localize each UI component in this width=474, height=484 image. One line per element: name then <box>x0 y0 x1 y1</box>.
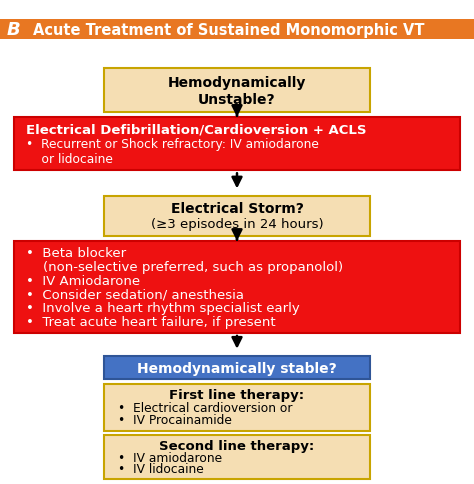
FancyBboxPatch shape <box>104 384 370 431</box>
Text: •  Recurrent or Shock refractory: IV amiodarone: • Recurrent or Shock refractory: IV amio… <box>26 138 319 151</box>
Text: Electrical Defibrillation/Cardioversion + ACLS: Electrical Defibrillation/Cardioversion … <box>26 123 366 136</box>
Text: •  Consider sedation/ anesthesia: • Consider sedation/ anesthesia <box>26 288 244 301</box>
Text: •  Involve a heart rhythm specialist early: • Involve a heart rhythm specialist earl… <box>26 302 300 315</box>
Text: Electrical Storm?: Electrical Storm? <box>171 202 303 216</box>
Text: or lidocaine: or lidocaine <box>26 152 113 166</box>
Text: First line therapy:: First line therapy: <box>169 389 305 402</box>
Text: (non-selective preferred, such as propanolol): (non-selective preferred, such as propan… <box>26 260 343 273</box>
Text: •  Electrical cardioversion or: • Electrical cardioversion or <box>118 401 293 414</box>
Text: Unstable?: Unstable? <box>198 93 276 106</box>
FancyBboxPatch shape <box>104 357 370 379</box>
FancyBboxPatch shape <box>104 197 370 237</box>
Text: •  IV amiodarone: • IV amiodarone <box>118 451 223 464</box>
FancyBboxPatch shape <box>104 69 370 113</box>
FancyBboxPatch shape <box>104 435 370 479</box>
FancyBboxPatch shape <box>14 118 460 171</box>
FancyBboxPatch shape <box>14 242 460 333</box>
FancyBboxPatch shape <box>0 20 474 40</box>
Text: •  IV Amiodarone: • IV Amiodarone <box>26 274 140 287</box>
Text: Hemodynamically stable?: Hemodynamically stable? <box>137 361 337 375</box>
Text: Hemodynamically: Hemodynamically <box>168 76 306 90</box>
Text: B: B <box>6 21 20 39</box>
Text: Second line therapy:: Second line therapy: <box>159 439 315 452</box>
Text: (≥3 episodes in 24 hours): (≥3 episodes in 24 hours) <box>151 218 323 231</box>
Text: Acute Treatment of Sustained Monomorphic VT: Acute Treatment of Sustained Monomorphic… <box>33 23 425 38</box>
Text: •  Treat acute heart failure, if present: • Treat acute heart failure, if present <box>26 315 276 328</box>
Text: •  IV Procainamide: • IV Procainamide <box>118 413 232 426</box>
Text: •  IV lidocaine: • IV lidocaine <box>118 462 204 475</box>
Text: •  Beta blocker: • Beta blocker <box>26 246 126 259</box>
